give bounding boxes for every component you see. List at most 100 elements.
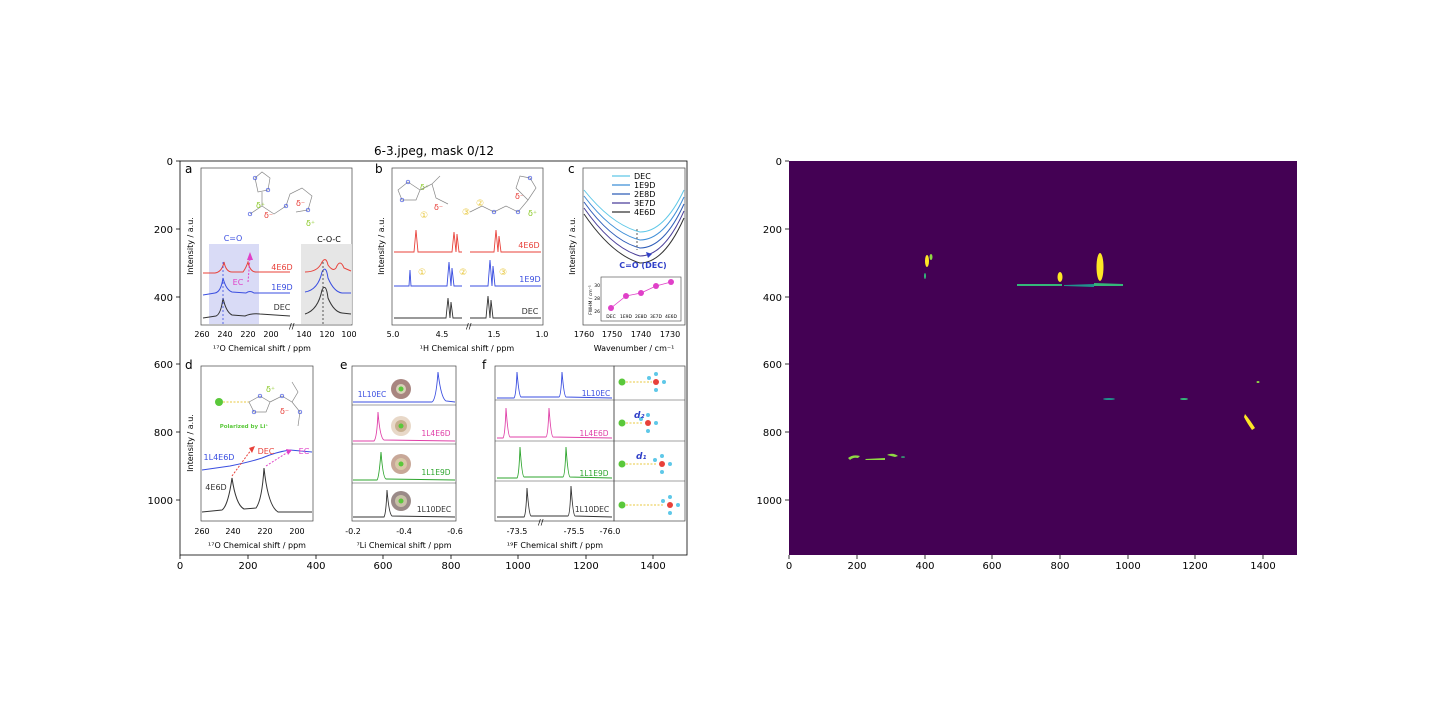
y-tick: 200 bbox=[763, 225, 782, 236]
row-label: 1L4E6D bbox=[579, 429, 608, 438]
ir-curve-3e7d bbox=[583, 207, 685, 257]
panel-b-ylabel: Intensity / a.u. bbox=[377, 217, 386, 275]
left-x-ticks: 0 200 400 600 800 1000 1200 1400 bbox=[177, 561, 666, 572]
svg-text:②: ② bbox=[476, 199, 484, 209]
mask-blob bbox=[1017, 284, 1062, 286]
figure-title: 6-3.jpeg, mask 0/12 bbox=[374, 144, 494, 158]
inset-xtick: 4E6D bbox=[665, 314, 678, 320]
panel-b-tick: 5.0 bbox=[387, 330, 400, 339]
y-tick: 800 bbox=[763, 428, 782, 439]
legend-entry: 3E7D bbox=[634, 199, 655, 208]
x-tick: 1400 bbox=[1250, 561, 1275, 572]
y-tick: 0 bbox=[167, 157, 173, 168]
ir-curve-4e6d bbox=[583, 213, 685, 264]
svg-text:δ⁺: δ⁺ bbox=[266, 385, 275, 394]
panel-f-tick: -73.5 bbox=[507, 527, 528, 536]
circled-label: ② bbox=[459, 268, 467, 278]
inset-ytick: 30 bbox=[594, 283, 600, 289]
mask-blob bbox=[929, 254, 933, 260]
svg-text:δ⁻: δ⁻ bbox=[264, 211, 273, 220]
mask-blob bbox=[848, 455, 860, 460]
trace-label: DEC bbox=[274, 303, 291, 312]
ec-label-d: EC bbox=[299, 447, 310, 456]
panel-b-tick: 4.5 bbox=[436, 330, 449, 339]
row-label: 1L1E9D bbox=[579, 469, 608, 478]
ir-annotation: C=O (DEC) bbox=[619, 261, 666, 270]
trace-label: 1E9D bbox=[519, 275, 540, 284]
panel-d-ylabel: Intensity / a.u. bbox=[186, 414, 195, 472]
panel-b-tick: 1.5 bbox=[488, 330, 501, 339]
panel-b-xlabel: ¹H Chemical shift / ppm bbox=[420, 344, 515, 353]
panel-a-tick: 220 bbox=[240, 330, 255, 339]
panel-f: f ¹⁹F Chemical shift / ppm -73.5 -75.5 -… bbox=[482, 358, 686, 550]
ec-label: EC bbox=[233, 278, 244, 287]
right-y-ticks: 0 200 400 600 800 1000 bbox=[757, 157, 782, 507]
trace-label: 1E9D bbox=[271, 283, 292, 292]
x-tick: 600 bbox=[373, 561, 392, 572]
panel-d: d Intensity / a.u. ¹⁷O Chemical shift / … bbox=[185, 358, 314, 550]
circled-label: ① bbox=[418, 268, 426, 278]
row-label: 1L10DEC bbox=[417, 505, 451, 514]
x-tick: 1200 bbox=[573, 561, 598, 572]
panel-e-tick: -0.2 bbox=[345, 527, 361, 536]
ec-arrow bbox=[247, 257, 251, 283]
panel-c-tick: 1760 bbox=[574, 330, 594, 339]
svg-text:δ⁺: δ⁺ bbox=[306, 219, 315, 228]
panel-f-xlabel: ¹⁹F Chemical shift / ppm bbox=[507, 541, 603, 550]
mask-blob bbox=[865, 458, 885, 460]
panel-d-xlabel: ¹⁷O Chemical shift / ppm bbox=[208, 541, 306, 550]
spectrum-4e6d-d bbox=[201, 467, 312, 513]
li-spectrum-1l10dec bbox=[353, 489, 456, 518]
pf6-icons bbox=[618, 372, 680, 515]
panel-d-tick: 220 bbox=[257, 527, 272, 536]
inset-point bbox=[623, 293, 629, 299]
inset-point bbox=[653, 283, 659, 289]
panel-d-letter: d bbox=[185, 358, 193, 372]
panel-d-tick: 240 bbox=[225, 527, 240, 536]
right-x-ticks: 0 200 400 600 800 1000 1200 1400 bbox=[786, 561, 1276, 572]
f-spectrum-1l1e9d bbox=[497, 446, 613, 479]
polarized-label: Polarized by Li⁺ bbox=[220, 423, 269, 430]
inset-xtick: 3E7D bbox=[650, 314, 663, 320]
trace-label: DEC bbox=[522, 307, 539, 316]
mask-blobs bbox=[848, 253, 1260, 460]
ir-arrow bbox=[646, 252, 652, 258]
panel-a-ylabel: Intensity / a.u. bbox=[186, 217, 195, 275]
ir-curve-dec bbox=[583, 189, 685, 233]
panel-b-letter: b bbox=[375, 162, 383, 176]
svg-text:δ⁻: δ⁻ bbox=[515, 192, 524, 201]
molecule-sketch-d bbox=[248, 381, 303, 427]
mask-blob bbox=[1180, 398, 1188, 400]
x-tick: 1200 bbox=[1182, 561, 1207, 572]
panel-e-tick: -0.6 bbox=[447, 527, 463, 536]
solvation-icons bbox=[391, 379, 411, 511]
panel-c-ylabel: Intensity / a.u. bbox=[568, 217, 577, 275]
y-tick: 600 bbox=[154, 360, 173, 371]
panel-f-tick: -75.5 bbox=[564, 527, 585, 536]
li-spectrum-1l10ec bbox=[353, 371, 456, 403]
f-spectrum-1l4e6d bbox=[497, 407, 613, 439]
svg-text:δ⁺: δ⁺ bbox=[256, 201, 265, 210]
spectrum-1e9d-h bbox=[394, 259, 541, 287]
panel-a-letter: a bbox=[185, 162, 192, 176]
trace-label: 4E6D bbox=[271, 263, 292, 272]
mask-blob bbox=[1064, 284, 1094, 287]
panel-e: e ⁷Li Chemical shift / ppm -0.2 -0.4 -0.… bbox=[340, 358, 463, 550]
spectrum-dec bbox=[202, 286, 352, 319]
x-tick: 800 bbox=[441, 561, 460, 572]
svg-text://: // bbox=[466, 322, 472, 331]
row-label: 1L4E6D bbox=[421, 429, 450, 438]
legend-entry: 4E6D bbox=[634, 208, 655, 217]
svg-text://: // bbox=[538, 518, 544, 527]
d-label: d₁ bbox=[636, 452, 646, 462]
panel-c-letter: c bbox=[568, 162, 575, 176]
inset-point bbox=[608, 305, 614, 311]
svg-text:δ⁻: δ⁻ bbox=[434, 203, 443, 212]
x-tick: 0 bbox=[786, 561, 792, 572]
trace-label: 4E6D bbox=[518, 241, 539, 250]
legend-entry: DEC bbox=[634, 172, 651, 181]
mask-heatmap bbox=[789, 161, 1297, 555]
panel-c: c Intensity / a.u. Wavenumber / cm⁻¹ 176… bbox=[568, 162, 686, 353]
molecule-sketch-b bbox=[397, 175, 537, 215]
panel-a: a Intensity / a.u. ¹⁷O Chemical shift / … bbox=[185, 162, 357, 353]
